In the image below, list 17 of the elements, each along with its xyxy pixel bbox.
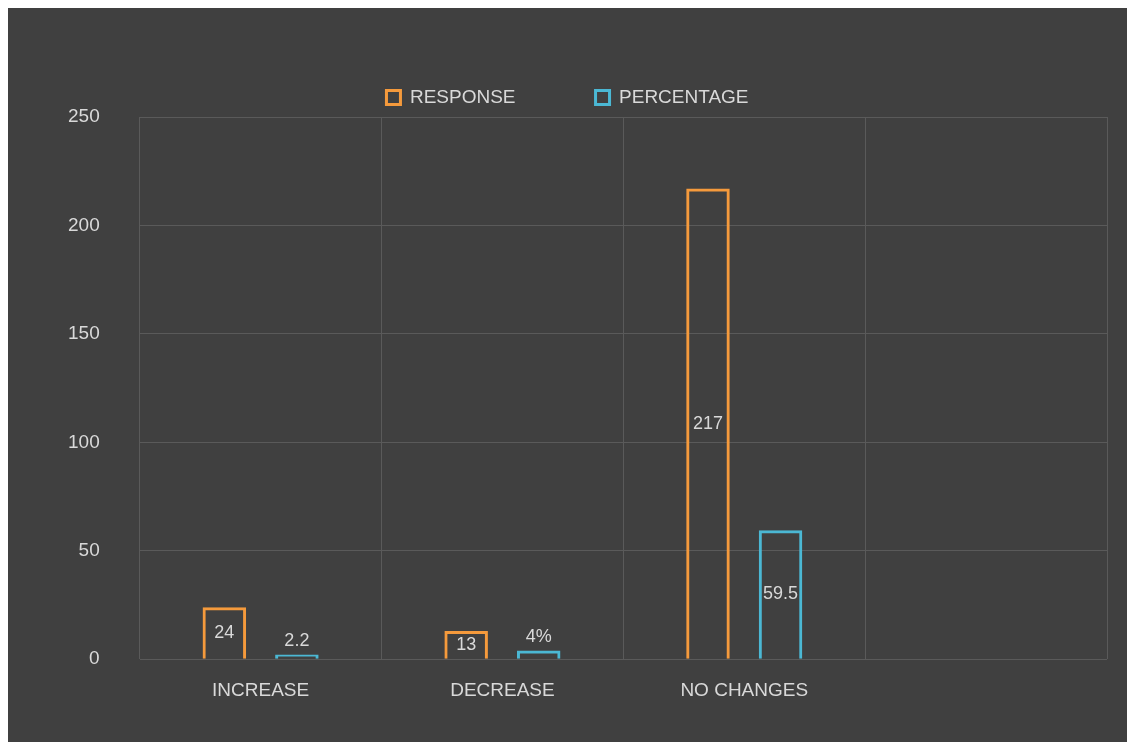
data-label: 217	[692, 412, 724, 433]
y-tick-label: 100	[68, 430, 100, 452]
legend-label: PERCENTAGE	[619, 85, 749, 107]
x-tick-label: DECREASE	[450, 678, 555, 700]
y-tick-label: 200	[68, 213, 100, 235]
y-tick-label: 0	[89, 647, 100, 669]
y-tick-label: 250	[68, 105, 100, 127]
data-label: 2.2	[284, 630, 310, 651]
y-tick-label: 150	[68, 322, 100, 344]
legend-label: RESPONSE	[409, 85, 516, 107]
data-label: 13	[456, 633, 477, 654]
data-label: 4%	[525, 626, 552, 647]
data-label: 24	[214, 621, 235, 642]
x-tick-label: NO CHANGES	[680, 678, 809, 700]
y-tick-label: 50	[78, 538, 100, 560]
data-label: 59.5	[763, 583, 799, 604]
x-tick-label: INCREASE	[212, 678, 310, 700]
